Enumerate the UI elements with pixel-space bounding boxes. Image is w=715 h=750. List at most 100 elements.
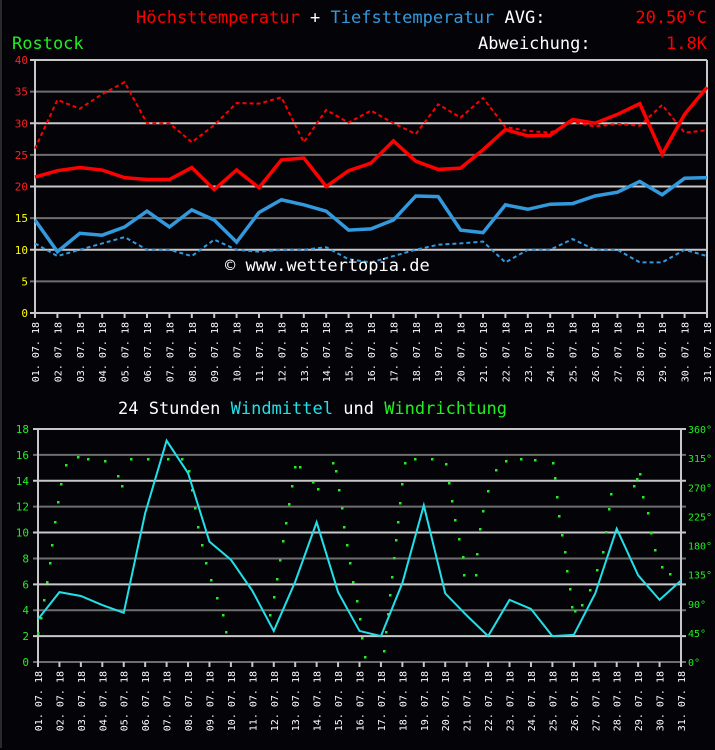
x-tick-label: 15. 07. 18: [345, 322, 356, 382]
wind-direction-dot: [414, 458, 417, 461]
wind-direction-dot: [596, 569, 599, 572]
wind-direction-dot: [561, 534, 564, 537]
y-tick-label: 30: [15, 117, 28, 130]
y-tick-label: 10: [16, 527, 29, 540]
wind-direction-dot: [463, 574, 466, 577]
wind-direction-dot: [487, 490, 490, 493]
x-tick-label: 10. 07. 18: [233, 322, 244, 382]
wind-direction-dot: [669, 573, 672, 576]
y-tick-label: 6: [22, 578, 29, 591]
wind-direction-dot: [104, 460, 107, 463]
wind-direction-dot: [285, 522, 288, 525]
wind-direction-dot: [188, 470, 191, 473]
x-tick-label: 27. 07. 18: [613, 322, 624, 382]
chart-title: Höchsttemperatur + Tiefsttemperatur AVG:: [136, 8, 545, 28]
wind-direction-dot: [167, 458, 170, 461]
x-tick-label: 04. 07. 18: [98, 671, 109, 731]
wind-direction-dot: [445, 463, 448, 466]
title-max: Höchsttemperatur: [136, 8, 300, 28]
x-tick-label: 20. 07. 18: [457, 322, 468, 382]
wind-direction-dot: [279, 559, 282, 562]
x-tick-label: 17. 07. 18: [389, 322, 400, 382]
wind-direction-dot: [608, 508, 611, 511]
wind-direction-dot: [364, 656, 367, 659]
wind-direction-dot: [121, 485, 124, 488]
wind-direction-dot: [451, 500, 454, 503]
x-tick-label: 19. 07. 18: [434, 322, 445, 382]
x-tick-label: 30. 07. 18: [681, 322, 692, 382]
y-tick-label: 15: [15, 212, 28, 225]
x-tick-label: 14. 07. 18: [322, 322, 333, 382]
wind-direction-dot: [552, 462, 555, 465]
x-tick-label: 13. 07. 18: [291, 671, 302, 731]
wind-direction-dot: [399, 502, 402, 505]
avg-label: AVG:: [504, 8, 546, 28]
wind-direction-dot: [181, 458, 184, 461]
wind-direction-dot: [569, 588, 572, 591]
wind-direction-dot: [389, 594, 392, 597]
wind-title-part3: und: [343, 399, 374, 419]
x-tick-label: 29. 07. 18: [634, 671, 645, 731]
x-tick-label: 07. 07. 18: [165, 322, 176, 382]
x-tick-label: 03. 07. 18: [77, 671, 88, 731]
wind-direction-dot: [77, 456, 80, 459]
wind-direction-dot: [317, 488, 320, 491]
wind-direction-dot: [393, 557, 396, 560]
wind-direction-dot: [54, 521, 57, 524]
title-min: Tiefsttemperatur: [330, 8, 495, 28]
wind-direction-dot: [356, 600, 359, 603]
x-tick-label: 22. 07. 18: [484, 671, 495, 731]
y-tick-label: 10: [15, 244, 28, 257]
y-tick-label: 2: [22, 630, 29, 643]
wind-direction-dot: [43, 599, 46, 602]
wind-direction-dot: [661, 566, 664, 569]
wind-direction-dot: [51, 544, 54, 547]
wind-direction-dot: [332, 462, 335, 465]
wind-direction-dot: [352, 581, 355, 584]
x-tick-label: 16. 07. 18: [356, 671, 367, 731]
y2-tick-label: 270°: [688, 483, 712, 494]
y-tick-label: 20: [15, 181, 28, 194]
wind-direction-dot: [225, 631, 228, 634]
x-tick-label: 06. 07. 18: [141, 671, 152, 731]
wind-direction-dot: [343, 526, 346, 529]
x-tick-label: 21. 07. 18: [479, 322, 490, 382]
x-tick-label: 13. 07. 18: [300, 322, 311, 382]
x-tick-label: 12. 07. 18: [270, 671, 281, 731]
wind-direction-dot: [201, 544, 204, 547]
wind-direction-dot: [346, 544, 349, 547]
wind-direction-dot: [222, 614, 225, 617]
wind-direction-dot: [458, 538, 461, 541]
wind-title-part2: Windmittel: [230, 399, 333, 419]
wind-direction-dot: [49, 562, 52, 565]
wind-direction-dot: [210, 579, 213, 582]
wind-direction-dot: [395, 539, 398, 542]
wind-direction-dot: [46, 581, 49, 584]
x-tick-label: 10. 07. 18: [227, 671, 238, 731]
wind-direction-dot: [397, 521, 400, 524]
x-tick-label: 21. 07. 18: [463, 671, 474, 731]
wind-direction-dot: [387, 613, 390, 616]
x-tick-label: 23. 07. 18: [524, 322, 535, 382]
x-tick-label: 05. 07. 18: [120, 671, 131, 731]
wind-direction-dot: [349, 562, 352, 565]
x-tick-label: 15. 07. 18: [334, 671, 345, 731]
wind-direction-dot: [558, 515, 561, 518]
wind-direction-dot: [269, 614, 272, 617]
wind-direction-dot: [431, 458, 434, 461]
x-tick-label: 24. 07. 18: [527, 671, 538, 731]
x-tick-label: 03. 07. 18: [76, 322, 87, 382]
wind-direction-dot: [482, 510, 485, 513]
wind-direction-dot: [288, 503, 291, 506]
x-tick-label: 09. 07. 18: [210, 322, 221, 382]
wind-direction-dot: [479, 528, 482, 531]
y2-tick-label: 135°: [688, 571, 712, 582]
x-tick-label: 16. 07. 18: [367, 322, 378, 382]
x-tick-label: 12. 07. 18: [277, 322, 288, 382]
y-tick-label: 14: [16, 475, 30, 488]
wind-direction-dot: [385, 631, 388, 634]
x-tick-label: 28. 07. 18: [613, 671, 624, 731]
wind-title-part1: 24 Stunden: [118, 399, 221, 419]
wind-direction-dot: [647, 512, 650, 515]
